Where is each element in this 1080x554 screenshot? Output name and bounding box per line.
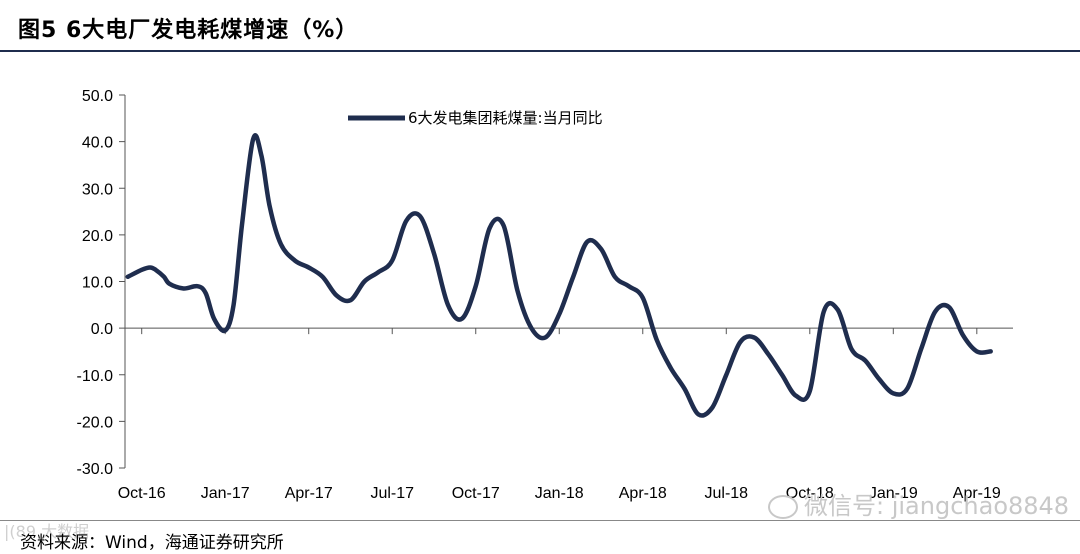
x-tick-label: Oct-17 bbox=[452, 485, 500, 502]
page-title: 图5 6大电厂发电耗煤增速（%） bbox=[18, 18, 359, 43]
x-tick-label: Jan-17 bbox=[201, 485, 250, 502]
x-tick-label: Apr-18 bbox=[619, 485, 667, 502]
wechat-icon bbox=[768, 495, 798, 519]
y-tick-label: -20.0 bbox=[77, 414, 114, 431]
x-tick-label: Oct-18 bbox=[786, 485, 834, 502]
y-tick-label: 10.0 bbox=[82, 275, 113, 292]
footer-divider bbox=[0, 520, 1080, 521]
x-tick-label: Jul-17 bbox=[370, 485, 414, 502]
watermark-text: 微信号: jiangchao8848 bbox=[804, 492, 1070, 520]
x-tick-label: Jan-19 bbox=[869, 485, 918, 502]
x-tick-label: Jan-18 bbox=[535, 485, 584, 502]
x-tick-label: Apr-19 bbox=[953, 485, 1001, 502]
corner-watermark: |(89 大数据 bbox=[4, 522, 90, 541]
line-chart: 50.0 40.0 30.0 20.0 10.0 0.0 -10.0 -20.0 -30.0 O… bbox=[77, 88, 1013, 502]
legend: 6大发电集团耗煤量:当月同比 bbox=[348, 109, 603, 127]
title-bar: 图5 6大电厂发电耗煤增速（%） bbox=[0, 0, 1080, 52]
source-note: 资料来源：Wind，海通证券研究所 bbox=[20, 533, 284, 553]
y-tick-labels: 50.0 40.0 30.0 20.0 10.0 0.0 -10.0 -20.0 -30.0 bbox=[77, 88, 114, 478]
x-tick-label: Apr-17 bbox=[285, 485, 333, 502]
legend-label: 6大发电集团耗煤量:当月同比 bbox=[408, 109, 603, 127]
x-tick-label: Jul-18 bbox=[704, 485, 748, 502]
series-line bbox=[125, 133, 993, 418]
y-tick-label: 30.0 bbox=[82, 181, 113, 198]
y-tick-label: -10.0 bbox=[77, 368, 114, 385]
x-tick-labels: Oct-16 Jan-17 Apr-17 Jul-17 Oct-17 Jan-18 Apr-… bbox=[118, 485, 1001, 502]
y-tick-label: 50.0 bbox=[82, 88, 113, 105]
y-tick-label: 20.0 bbox=[82, 228, 113, 245]
y-tick-label: -30.0 bbox=[77, 461, 114, 478]
y-tick-label: 40.0 bbox=[82, 135, 113, 152]
x-tick-label: Oct-16 bbox=[118, 485, 166, 502]
watermark: 微信号: jiangchao8848 bbox=[768, 486, 1069, 521]
y-tick-label: 0.0 bbox=[91, 321, 113, 338]
